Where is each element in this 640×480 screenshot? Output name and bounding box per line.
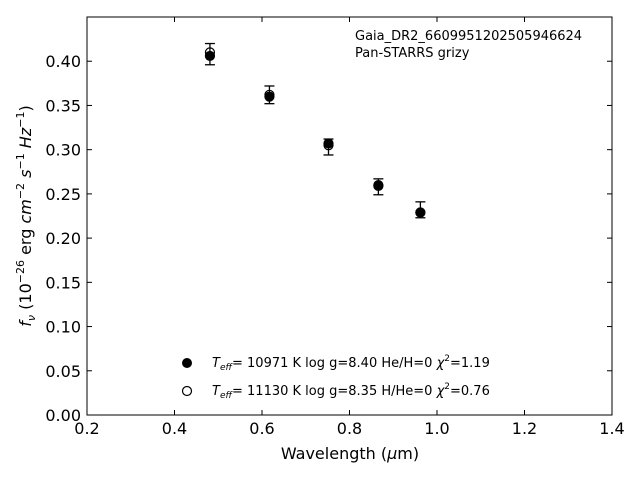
model-point-open: [415, 207, 426, 218]
y-tick-label: 0.05: [45, 362, 81, 381]
annotation-object-id: Gaia_DR2_6609951202505946624: [355, 29, 582, 44]
model-point-open: [323, 140, 334, 151]
model-point-filled: [204, 50, 216, 62]
plot-area-frame: [86, 16, 613, 416]
y-axis-label: fν (10−26 erg cm−2 s−1 Hz−1): [14, 105, 38, 326]
x-tick-label: 0.4: [162, 419, 187, 438]
x-tick-label: 0.6: [249, 419, 274, 438]
data-points: [204, 47, 426, 218]
y-tick-label: 0.10: [45, 318, 81, 337]
legend-marker-filled: [182, 358, 192, 368]
y-tick-label: 0.15: [45, 273, 81, 292]
y-tick-label: 0.30: [45, 141, 81, 160]
x-tick-label: 1.0: [424, 419, 449, 438]
x-tick-label: 1.2: [512, 419, 537, 438]
model-point-open: [373, 180, 384, 192]
x-tick-label: 0.2: [74, 419, 99, 438]
legend-marker-open: [181, 385, 193, 397]
x-axis-label: Wavelength (μm): [281, 444, 419, 463]
legend-entry-open: Teff= 11130 K log g=8.35 H/He=0 χ2=0.76: [212, 382, 490, 401]
axis-ticks: 0.2 0.4 0.6 0.8 1.0 1.2 1.4 0.00 0.05 0.10 0.15 0.2…: [45, 17, 625, 438]
y-tick-label: 0.35: [45, 96, 81, 115]
annotation-survey: Pan-STARRS grizy: [355, 46, 470, 61]
y-tick-label: 0.25: [45, 185, 81, 204]
y-tick-label: 0.40: [45, 52, 81, 71]
legend-entry-filled: Teff= 10971 K log g=8.40 He/H=0 χ2=1.19: [212, 354, 490, 373]
legend: Teff= 10971 K log g=8.40 He/H=0 χ2=1.19 …: [181, 354, 490, 401]
x-tick-label: 1.4: [599, 419, 624, 438]
model-point-open: [204, 47, 216, 58]
y-tick-label: 0.00: [45, 406, 81, 425]
y-tick-label: 0.20: [45, 229, 81, 248]
x-tick-label: 0.8: [337, 419, 362, 438]
model-point-open: [264, 89, 275, 100]
